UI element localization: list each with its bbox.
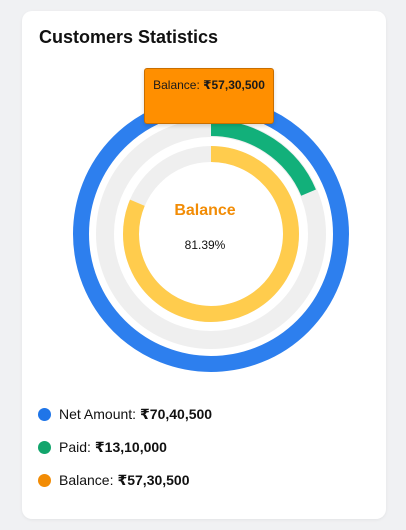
chart-tooltip: Balance: ₹57,30,500 [144, 68, 274, 124]
tooltip-label: Balance: [153, 78, 200, 92]
legend-label: Net Amount: [59, 406, 137, 422]
legend-marker [38, 473, 51, 487]
legend-label: Balance: [59, 472, 114, 488]
legend-marker [38, 407, 51, 421]
legend-item-net-amount[interactable]: Net Amount: ₹70,40,500 [38, 404, 212, 424]
chart-legend: Net Amount: ₹70,40,500 Paid: ₹13,10,000 … [38, 404, 212, 503]
radial-bar-net-amount[interactable] [73, 96, 349, 372]
legend-value: ₹57,30,500 [117, 471, 190, 488]
legend-label: Paid: [59, 439, 91, 455]
legend-item-balance[interactable]: Balance: ₹57,30,500 [38, 470, 212, 490]
radial-bar-balance[interactable] [123, 146, 299, 322]
chart-center-value: 81.39% [184, 238, 226, 252]
legend-item-paid[interactable]: Paid: ₹13,10,000 [38, 437, 212, 457]
legend-marker [38, 440, 51, 454]
tooltip-value: ₹57,30,500 [203, 78, 265, 92]
legend-value: ₹70,40,500 [140, 405, 213, 422]
legend-value: ₹13,10,000 [94, 438, 167, 455]
card-title: Customers Statistics [39, 27, 219, 47]
chart-center-label: Balance [174, 202, 236, 219]
radial-bar-paid[interactable] [210, 120, 316, 196]
